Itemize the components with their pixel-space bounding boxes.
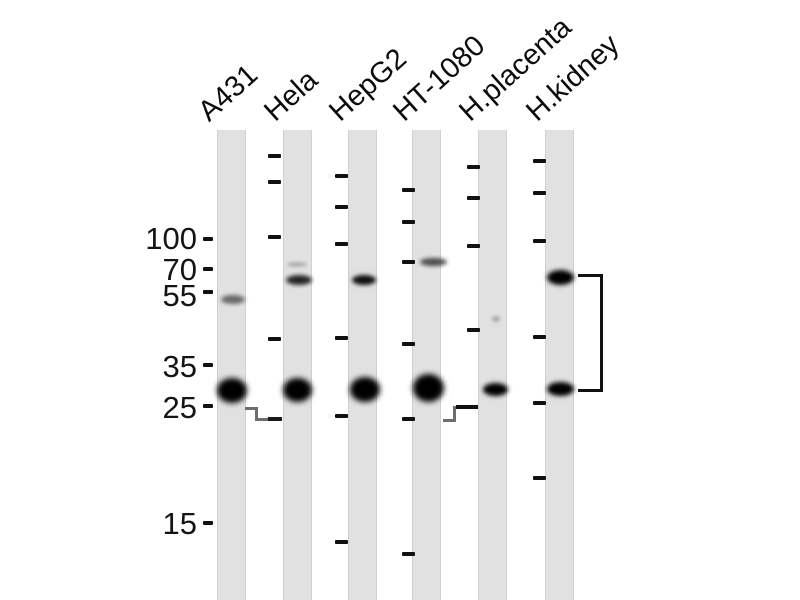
marker-tick-col5 — [533, 476, 546, 480]
mw-tick-25 — [203, 404, 213, 408]
mw-tick-15 — [203, 521, 213, 525]
mw-label-70: 70 — [162, 252, 197, 287]
protein-band-ht-1080-0 — [419, 258, 447, 266]
bracket-top-arm — [578, 274, 603, 277]
lane-strip-hepg2 — [348, 130, 377, 600]
marker-tick-col3 — [402, 417, 415, 421]
protein-band-h-placenta-0 — [492, 316, 500, 322]
step-annotation-1 — [245, 407, 258, 410]
marker-tick-col3 — [402, 552, 415, 556]
marker-tick-col5 — [533, 191, 546, 195]
marker-tick-col2 — [335, 205, 348, 209]
protein-band-a431-1 — [217, 377, 247, 403]
step-annotation-2 — [443, 419, 456, 422]
protein-band-h-kidney-1 — [546, 382, 574, 396]
marker-tick-col1 — [268, 154, 281, 158]
marker-tick-col3 — [402, 188, 415, 192]
bracket-bottom-arm — [578, 389, 603, 392]
mw-label-100: 100 — [145, 221, 197, 256]
marker-tick-col3 — [402, 220, 415, 224]
marker-tick-col3 — [402, 342, 415, 346]
marker-tick-col4 — [467, 165, 480, 169]
step-annotation-1 — [255, 407, 258, 421]
marker-tick-col2 — [335, 540, 348, 544]
marker-tick-col2 — [335, 414, 348, 418]
lane-strip-hela — [283, 130, 312, 600]
mw-tick-55 — [203, 290, 213, 294]
protein-band-hela-0 — [287, 261, 307, 267]
mw-tick-35 — [203, 363, 213, 367]
marker-tick-col5 — [533, 239, 546, 243]
protein-band-ht-1080-1 — [412, 374, 444, 402]
mw-label-15: 15 — [162, 506, 197, 541]
step-annotation-1 — [258, 418, 269, 421]
marker-tick-col1 — [268, 180, 281, 184]
mw-label-35: 35 — [162, 349, 197, 384]
marker-tick-col2 — [335, 174, 348, 178]
lane-strip-h-kidney — [545, 130, 574, 600]
marker-tick-col1 — [268, 235, 281, 239]
protein-band-h-kidney-0 — [546, 269, 574, 285]
protein-band-hepg2-1 — [350, 376, 380, 402]
bracket-vertical — [600, 274, 603, 392]
lane-label-hela: Hela — [258, 64, 325, 128]
lane-strip-a431 — [217, 130, 246, 600]
marker-tick-col1 — [268, 337, 281, 341]
mw-label-55: 55 — [162, 278, 197, 313]
step-annotation-2 — [456, 405, 478, 409]
step-annotation-1 — [268, 417, 282, 421]
marker-tick-col2 — [335, 242, 348, 246]
marker-tick-col4 — [467, 196, 480, 200]
step-annotation-2 — [453, 406, 456, 422]
lane-strip-ht-1080 — [412, 130, 441, 600]
protein-band-a431-0 — [221, 294, 245, 304]
mw-label-25: 25 — [162, 390, 197, 425]
marker-tick-col5 — [533, 159, 546, 163]
marker-tick-col4 — [467, 244, 480, 248]
marker-tick-col5 — [533, 401, 546, 405]
marker-tick-col2 — [335, 336, 348, 340]
protein-band-h-placenta-1 — [482, 382, 508, 396]
lane-label-a431: A431 — [192, 58, 265, 128]
protein-band-hela-1 — [286, 275, 312, 285]
marker-tick-col5 — [533, 335, 546, 339]
lane-strip-h-placenta — [478, 130, 507, 600]
marker-tick-col3 — [402, 260, 415, 264]
mw-tick-70 — [203, 267, 213, 271]
mw-tick-100 — [203, 237, 213, 241]
protein-band-hepg2-0 — [352, 275, 376, 285]
marker-tick-col4 — [467, 328, 480, 332]
protein-band-hela-2 — [282, 378, 312, 402]
